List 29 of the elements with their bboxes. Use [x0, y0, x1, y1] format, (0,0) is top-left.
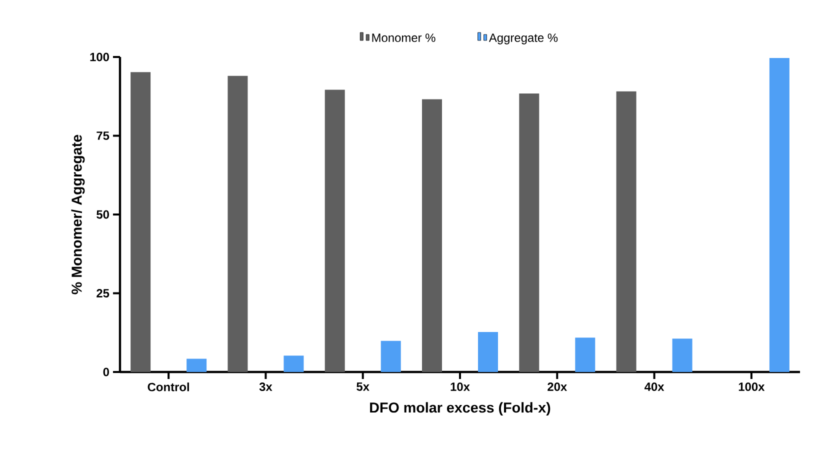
x-tick-label: 100x	[738, 382, 765, 391]
bar	[130, 72, 151, 372]
x-tick-label: 5x	[356, 382, 370, 391]
legend-label: Aggregate %	[488, 34, 558, 44]
bar	[769, 58, 790, 372]
bar	[616, 91, 636, 372]
bar	[672, 338, 692, 372]
y-tick-label: 75	[96, 132, 110, 140]
y-tick-label: 0	[103, 368, 109, 376]
bar	[575, 338, 596, 372]
x-tick-label: 40x	[644, 382, 664, 391]
bar	[186, 358, 207, 372]
y-tick-label: 100	[90, 52, 109, 62]
x-tick-label: 3x	[259, 382, 272, 392]
x-tick-label: Control	[148, 382, 189, 392]
legend-label: Monomer %	[372, 34, 436, 42]
bar	[324, 90, 345, 372]
y-tick-label: 50	[96, 210, 109, 219]
y-tick-label: 25	[96, 289, 110, 298]
x-tick-label: 10x	[450, 382, 470, 391]
x-axis-title: DFO molar excess (Fold-x)	[370, 402, 550, 416]
bar	[380, 340, 401, 372]
x-tick-label: 20x	[548, 382, 568, 391]
bar	[422, 99, 442, 372]
bar	[519, 94, 540, 372]
bar	[478, 332, 498, 372]
y-axis-title: % Monomer/ Aggregate	[71, 134, 85, 294]
bar	[228, 76, 248, 372]
bar	[284, 356, 304, 372]
